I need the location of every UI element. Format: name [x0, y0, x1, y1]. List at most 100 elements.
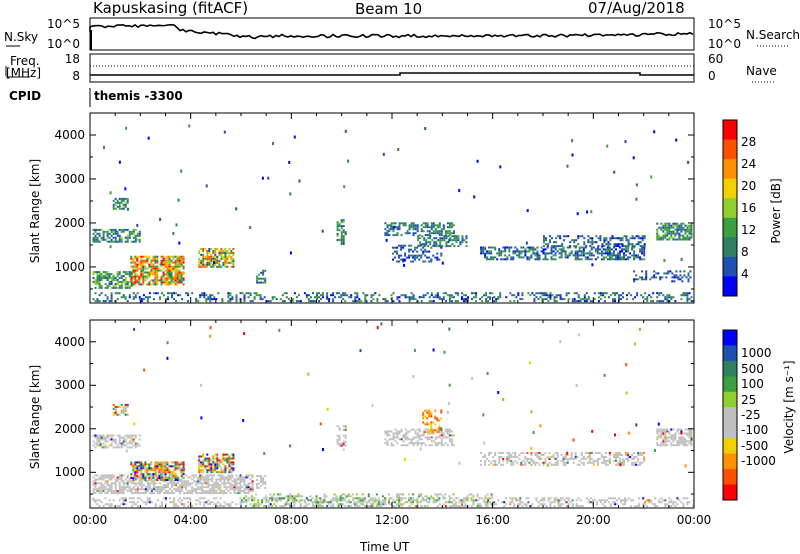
velocity-cell	[142, 477, 145, 480]
velocity-cell	[664, 442, 667, 445]
velocity-cell	[199, 488, 202, 491]
power-cell	[600, 254, 603, 257]
power-cell	[564, 252, 567, 255]
power-cell	[480, 252, 483, 255]
velocity-cell	[160, 461, 163, 464]
power-cell	[461, 237, 464, 240]
power-cell	[222, 255, 225, 258]
velocity-cell	[589, 497, 592, 500]
power-cell	[599, 294, 602, 297]
velocity-cell	[424, 423, 427, 426]
power-cell	[517, 292, 520, 295]
velocity-cell	[122, 490, 125, 493]
power-cell	[303, 292, 306, 295]
velocity-cell	[193, 490, 196, 493]
power-cell	[215, 298, 218, 301]
velocity-cell	[591, 503, 594, 506]
power-cell	[671, 276, 674, 279]
power-cell	[175, 223, 178, 227]
velocity-cell	[243, 480, 246, 483]
velocity-cell	[579, 505, 582, 508]
velocity-cell	[132, 434, 135, 437]
power-cell	[98, 294, 101, 297]
power-cell	[473, 296, 475, 299]
power-cell	[568, 252, 571, 255]
power-cell	[397, 148, 400, 151]
power-cell	[104, 271, 107, 274]
power-cell	[481, 296, 484, 299]
velocity-cell	[221, 482, 224, 485]
velocity-cell	[680, 440, 683, 443]
power-cell	[180, 281, 183, 284]
velocity-cell	[217, 484, 220, 487]
power-cell	[229, 300, 232, 303]
power-cell	[116, 234, 119, 237]
power-cell	[94, 283, 97, 285]
velocity-cell	[161, 503, 163, 506]
velocity-cell	[154, 473, 157, 476]
power-cell	[180, 257, 183, 260]
velocity-cell	[207, 490, 210, 493]
power-cell	[448, 226, 451, 229]
power-cell	[200, 261, 203, 264]
power-cell	[226, 259, 229, 262]
velocity-cell	[218, 459, 221, 462]
velocity-cell	[271, 497, 274, 500]
velocity-cell	[358, 505, 361, 508]
power-cell	[676, 230, 679, 233]
velocity-cell	[564, 463, 567, 466]
power-cell	[396, 298, 399, 301]
velocity-cell	[207, 492, 210, 495]
velocity-cell	[182, 477, 185, 480]
power-cell	[603, 300, 606, 303]
power-cell	[441, 261, 444, 265]
velocity-cell	[637, 457, 640, 460]
power-cell	[249, 226, 252, 229]
power-cell	[641, 245, 644, 248]
velocity-cell	[532, 459, 535, 462]
power-cell	[124, 296, 127, 299]
velocity-cell	[237, 486, 240, 489]
power-cell	[641, 235, 644, 238]
velocity-cell	[607, 501, 610, 504]
velocity-cell	[170, 471, 173, 474]
velocity-cell	[163, 474, 165, 477]
velocity-cell	[633, 452, 636, 454]
velocity-cell	[356, 505, 359, 508]
velocity-cell	[466, 495, 469, 498]
velocity-cell	[158, 467, 161, 470]
velocity-cell	[500, 452, 503, 454]
power-cell	[437, 239, 440, 242]
power-cell	[408, 228, 411, 231]
velocity-cell	[136, 505, 139, 508]
velocity-cell	[112, 446, 115, 449]
velocity-cell	[152, 469, 155, 472]
velocity-cell	[181, 488, 184, 491]
velocity-cell	[428, 497, 431, 500]
velocity-cell	[171, 480, 173, 483]
power-cell	[553, 300, 556, 303]
velocity-cell	[375, 499, 378, 502]
velocity-cell	[378, 505, 381, 508]
velocity-cell	[150, 461, 153, 464]
velocity-cell	[144, 475, 147, 478]
power-cell	[608, 258, 611, 261]
power-cell	[439, 243, 442, 246]
velocity-cell	[229, 503, 232, 506]
power-cell	[386, 232, 389, 235]
power-cell	[154, 265, 157, 268]
velocity-cell	[440, 417, 443, 420]
power-cell	[637, 256, 640, 259]
power-cell	[410, 244, 413, 247]
power-cell	[400, 246, 403, 249]
power-cell	[210, 248, 213, 250]
velocity-cell	[438, 431, 441, 434]
velocity-cell	[108, 490, 111, 493]
velocity-cell	[243, 332, 246, 336]
power-cell	[442, 296, 445, 299]
power-cell	[116, 286, 119, 289]
power-cell	[222, 250, 225, 252]
velocity-cell	[553, 501, 556, 504]
power-cell	[92, 232, 95, 235]
power-cell	[202, 255, 205, 258]
